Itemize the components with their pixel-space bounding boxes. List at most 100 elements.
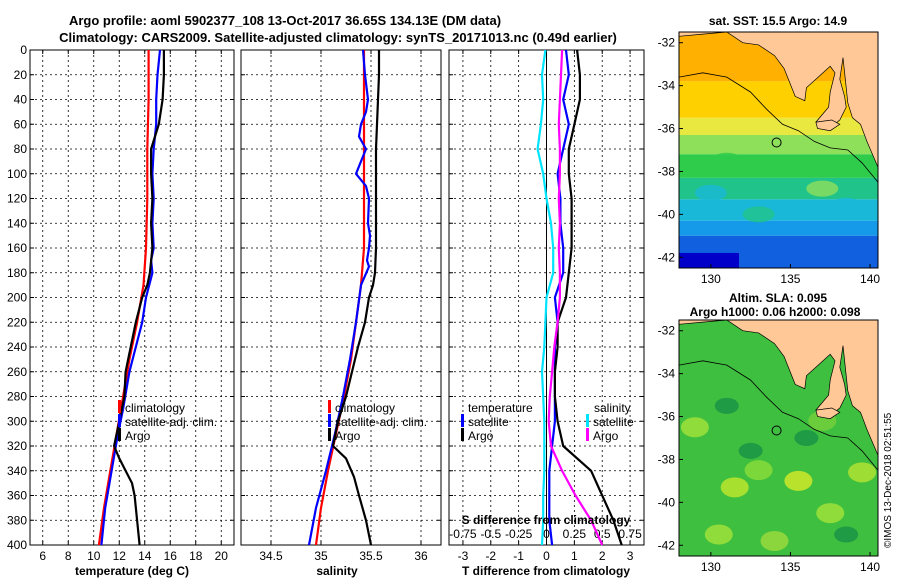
x-tick-label: 34.5 xyxy=(259,549,283,563)
difference-xlabel: T difference from climatology xyxy=(462,564,630,578)
sst-band xyxy=(679,199,878,221)
sla-blotch xyxy=(848,462,877,483)
x-tick-label: 2 xyxy=(599,549,606,563)
y-tick-label: 380 xyxy=(7,513,27,527)
y-tick-label: 80 xyxy=(14,142,28,156)
legend-label-argo: Argo xyxy=(125,429,151,443)
sla-blotch xyxy=(816,503,845,524)
y-tick-label: 340 xyxy=(7,464,27,478)
map-y-tick-label: -32 xyxy=(658,324,676,338)
land-australia xyxy=(679,320,878,456)
legend-label-salinity-argo: Argo xyxy=(593,429,619,443)
figure-title-line1: Argo profile: aoml 5902377_108 13-Oct-20… xyxy=(69,13,501,28)
salinity-tick-label: 0.25 xyxy=(563,527,587,541)
difference-xlabel-top: S difference from climatology xyxy=(462,513,631,527)
y-tick-label: 100 xyxy=(7,167,27,181)
map-x-tick-label: 140 xyxy=(860,560,880,574)
x-tick-label: 18 xyxy=(189,549,203,563)
legend-swatch-temperature-satellite xyxy=(461,414,464,427)
legend-heading-salinity: salinity xyxy=(594,401,631,415)
difference-legend: temperature satellite Argo salinity sate… xyxy=(461,401,634,443)
sla-low-blotch xyxy=(794,430,819,446)
sst-blotch xyxy=(806,180,839,197)
legend-label-climatology: climatology xyxy=(125,401,185,415)
y-tick-label: 20 xyxy=(14,68,28,82)
sla-blotch xyxy=(704,524,733,545)
temperature-legend: climatology satellite-adj. clim. Argo xyxy=(118,400,217,443)
y-tick-label: 280 xyxy=(7,390,27,404)
legend-label-salinity-satellite: satellite xyxy=(593,415,634,429)
x-tick-label: 1 xyxy=(571,549,578,563)
x-tick-label: 3 xyxy=(627,549,634,563)
y-tick-label: 0 xyxy=(20,43,27,57)
legend-swatch-climatology xyxy=(118,400,121,413)
salinity-panel: 34.5 35 35.5 36 xyxy=(240,49,442,563)
y-tick-label: 140 xyxy=(7,216,27,230)
y-tick-label: 40 xyxy=(14,93,28,107)
sst-blotch xyxy=(830,197,863,214)
x-tick-label: 0 xyxy=(543,549,550,563)
difference-panel: -3 -2 -1 0 1 2 3-0.75 -0.5 -0.25 0 0.25 0.5 0.75 xyxy=(448,49,645,563)
x-tick-label: 8 xyxy=(65,549,72,563)
y-tick-label: 320 xyxy=(7,439,27,453)
map-y-tick-label: -34 xyxy=(658,79,676,93)
salinity-legend: climatology satellite-adj. clim. Argo xyxy=(328,400,427,443)
legend-swatch-satellite xyxy=(328,414,331,427)
sla-map-title-line2: Argo h1000: 0.06 h2000: 0.098 xyxy=(690,305,861,319)
map-y-tick-label: -40 xyxy=(658,495,676,509)
land-kangaroo-island xyxy=(815,119,841,132)
y-tick-label: 240 xyxy=(7,340,27,354)
salinity-tick-label: -0.75 xyxy=(449,527,477,541)
y-tick-label: 400 xyxy=(7,538,27,552)
y-tick-label: 260 xyxy=(7,365,27,379)
legend-swatch-salinity-satellite xyxy=(586,414,589,427)
argo-float-marker xyxy=(771,137,782,148)
map-frame xyxy=(678,319,879,557)
salinity-tick-label: 0 xyxy=(543,527,550,541)
series-line-salinity-argo xyxy=(547,49,604,546)
x-tick-label: 16 xyxy=(164,549,178,563)
map-x-tick-label: 135 xyxy=(780,560,800,574)
sst-band xyxy=(679,154,878,178)
y-tick-label: 200 xyxy=(7,291,27,305)
legend-swatch-satellite xyxy=(118,414,121,427)
y-tick-label: 60 xyxy=(14,117,28,131)
x-tick-label: -3 xyxy=(458,549,469,563)
x-tick-label: 14 xyxy=(138,549,152,563)
x-tick-label: 6 xyxy=(39,549,46,563)
x-tick-label: 35.5 xyxy=(359,549,383,563)
series-line-temperature-argo xyxy=(553,49,623,546)
series-line-salinity-satellite xyxy=(536,49,555,546)
y-tick-label: 160 xyxy=(7,241,27,255)
series-line-argo xyxy=(331,50,381,546)
map-y-tick-label: -42 xyxy=(658,538,676,552)
x-tick-label: 20 xyxy=(215,549,229,563)
sst-blotch xyxy=(694,184,727,201)
figure-title-line2: Climatology: CARS2009. Satellite-adjuste… xyxy=(59,30,617,45)
sst-band xyxy=(679,220,878,236)
sla-blotch xyxy=(784,470,813,491)
legend-swatch-climatology xyxy=(328,400,331,413)
sla-map: 130 135 140 -32 -34 -36 -38 -40 -42 xyxy=(658,319,880,574)
map-x-tick-label: 130 xyxy=(701,560,721,574)
legend-label-climatology: climatology xyxy=(335,401,395,415)
sla-blotch xyxy=(744,460,773,481)
sst-blotch xyxy=(742,206,775,223)
y-tick-label: 360 xyxy=(7,489,27,503)
sla-blotch xyxy=(680,417,709,438)
sla-low-blotch xyxy=(834,526,859,543)
legend-heading-temperature: temperature xyxy=(468,401,533,415)
map-y-tick-label: -38 xyxy=(658,452,676,466)
series-line-argo xyxy=(112,50,165,546)
map-y-tick-label: -42 xyxy=(658,250,676,264)
sla-blotch xyxy=(720,477,749,498)
map-y-tick-label: -32 xyxy=(658,36,676,50)
sla-blotch xyxy=(760,530,789,551)
x-tick-label: 12 xyxy=(113,549,127,563)
map-x-tick-label: 135 xyxy=(780,272,800,286)
salinity-tick-label: 0.75 xyxy=(618,527,642,541)
land-australia xyxy=(679,32,878,168)
y-tick-label: 300 xyxy=(7,414,27,428)
sst-blotch xyxy=(710,152,743,169)
temperature-xlabel: temperature (deg C) xyxy=(75,564,189,578)
